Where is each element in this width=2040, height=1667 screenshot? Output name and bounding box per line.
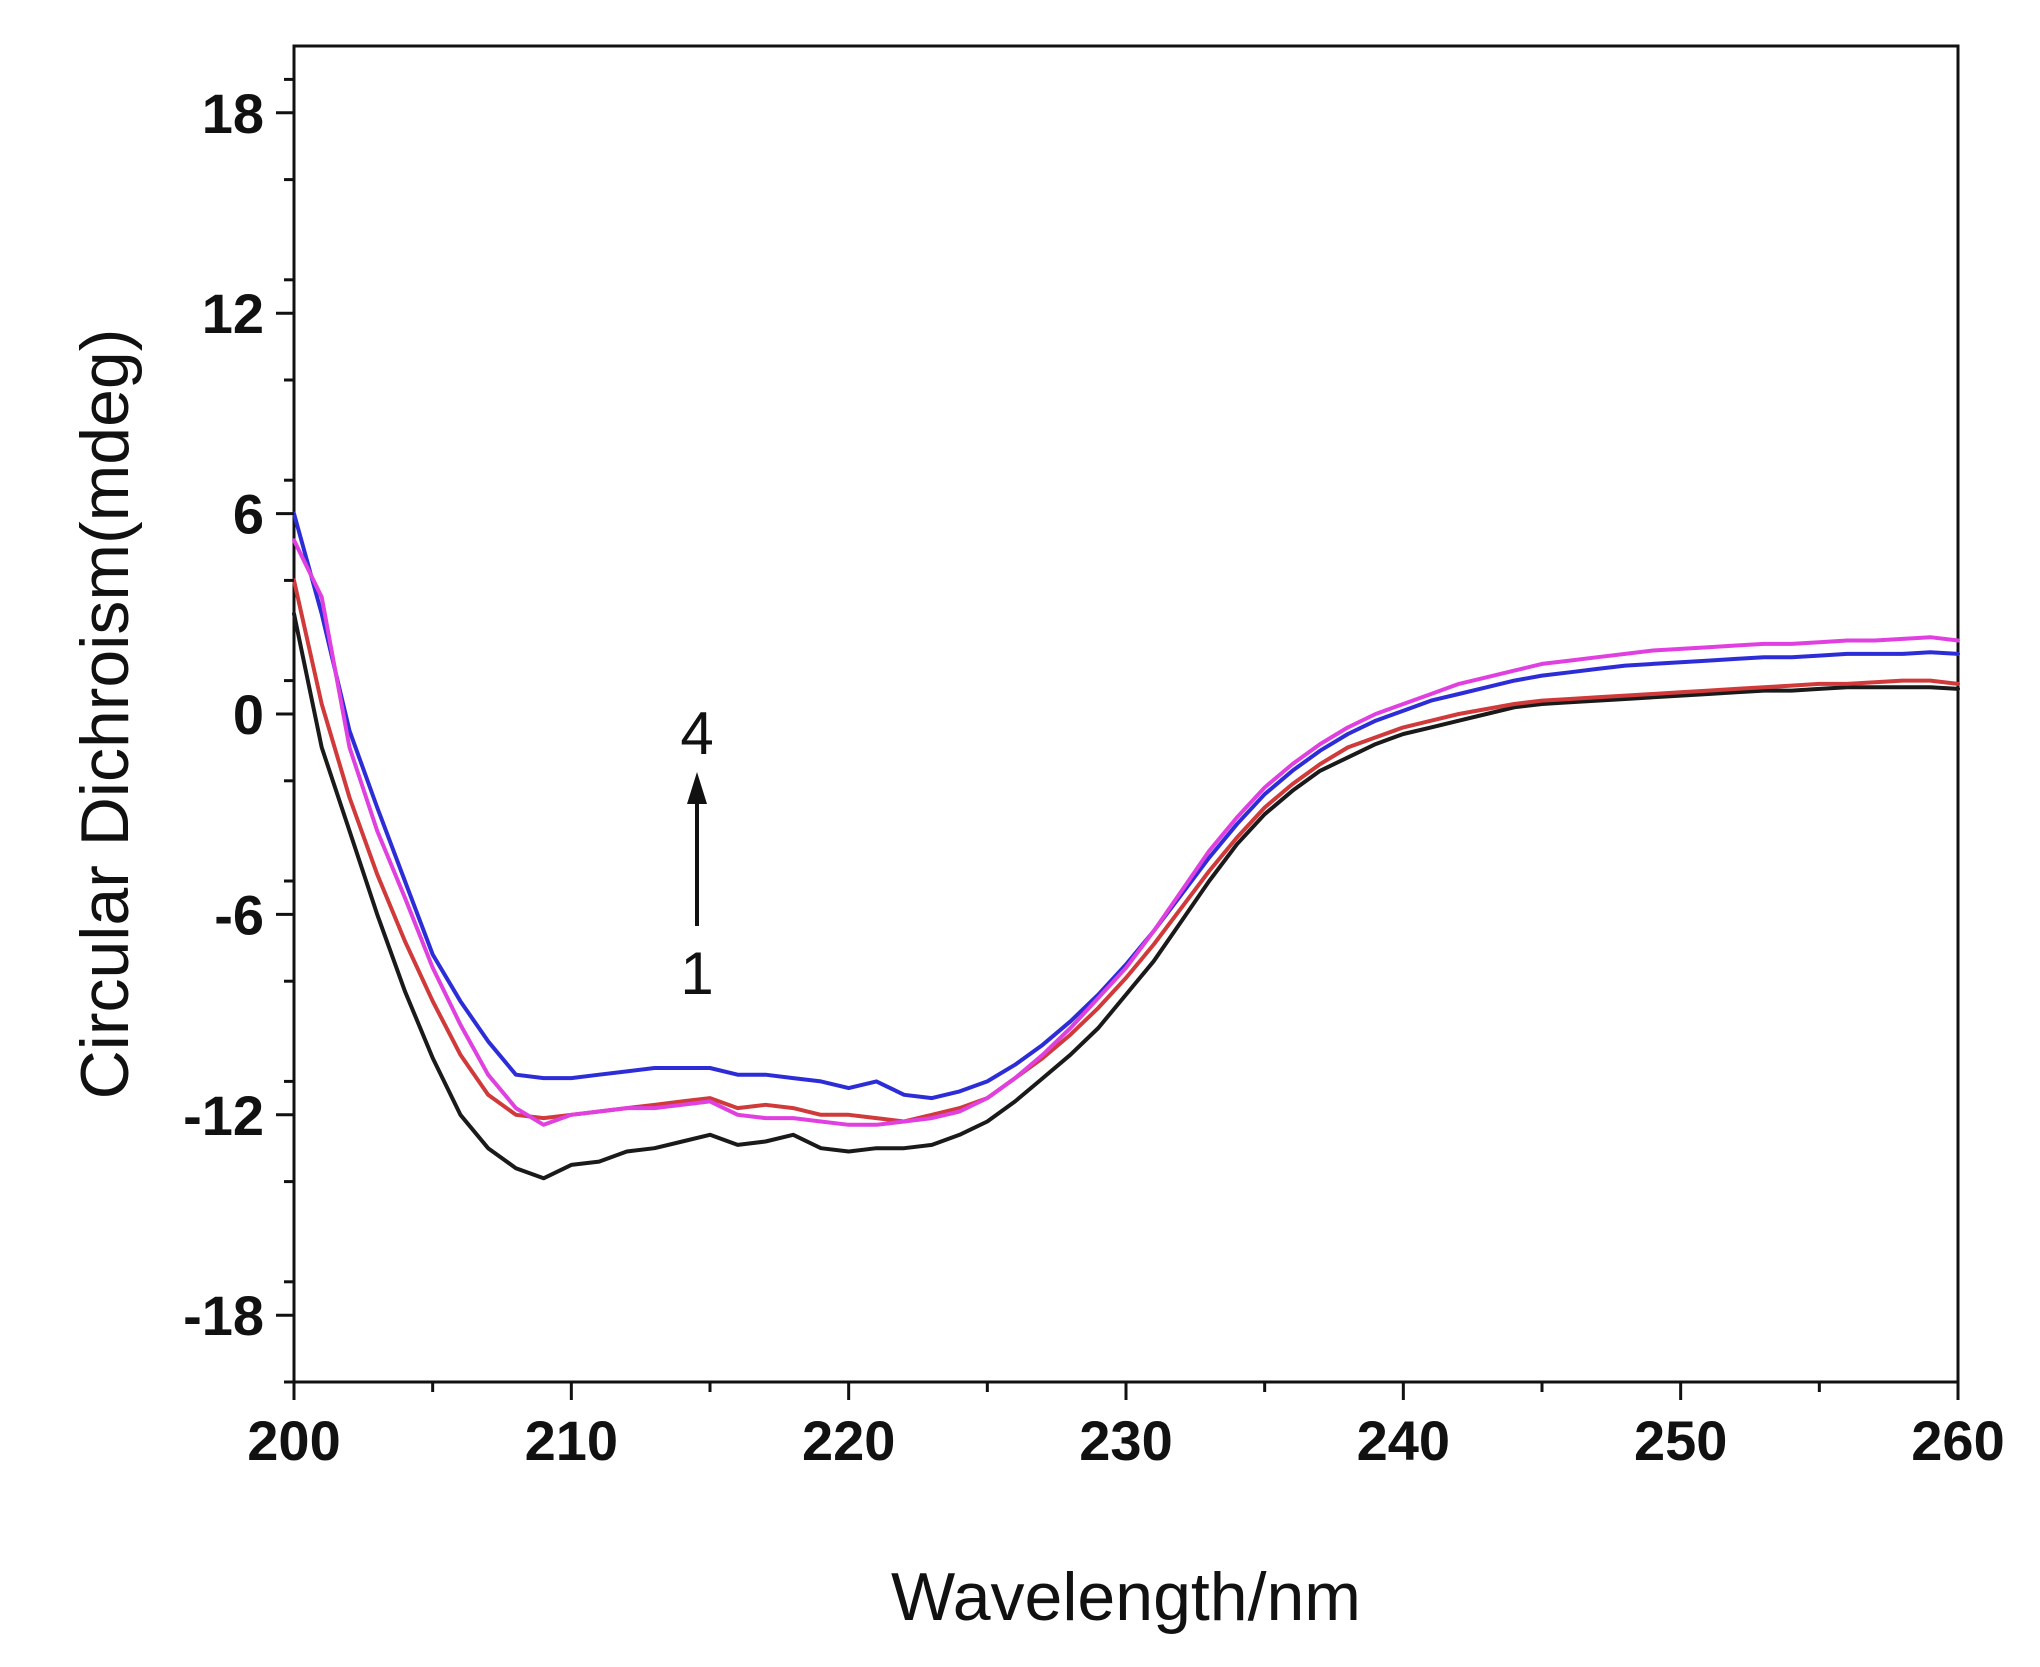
x-axis-title: Wavelength/nm: [891, 1559, 1361, 1635]
series-line-1: [292, 611, 1960, 1181]
x-tick-label: 240: [1357, 1409, 1450, 1472]
y-tick-label: -18: [183, 1284, 264, 1347]
plot-area: [292, 44, 1960, 1384]
y-tick-label: -12: [183, 1084, 264, 1147]
y-tick-label: -6: [214, 883, 264, 946]
annotation-arrow-head: [687, 772, 707, 804]
y-tick-label: 6: [233, 483, 264, 546]
annotation-label-start: 1: [680, 940, 713, 1007]
y-axis-title: Circular Dichroism(mdeg): [67, 329, 143, 1100]
y-axis: -18 -12 -6 0 6 12 18: [183, 77, 294, 1384]
x-tick-label: 230: [1079, 1409, 1172, 1472]
series-layer: [292, 511, 1960, 1181]
y-tick-label: 18: [202, 82, 264, 145]
x-tick-label: 220: [802, 1409, 895, 1472]
x-tick-label: 210: [525, 1409, 618, 1472]
annotation-label-end: 4: [680, 700, 713, 767]
series-line-3: [292, 511, 1960, 1101]
x-tick-label: 250: [1634, 1409, 1727, 1472]
y-tick-label: 12: [202, 282, 264, 345]
x-axis: 200 210 220 230 240 250 260: [247, 1382, 2005, 1472]
series-annotation: 4 1: [680, 700, 713, 1007]
plot-frame: [292, 44, 1960, 1384]
y-tick-label: 0: [233, 683, 264, 746]
x-tick-label: 200: [247, 1409, 340, 1472]
series-line-4: [292, 538, 1960, 1127]
x-tick-label: 260: [1911, 1409, 2004, 1472]
